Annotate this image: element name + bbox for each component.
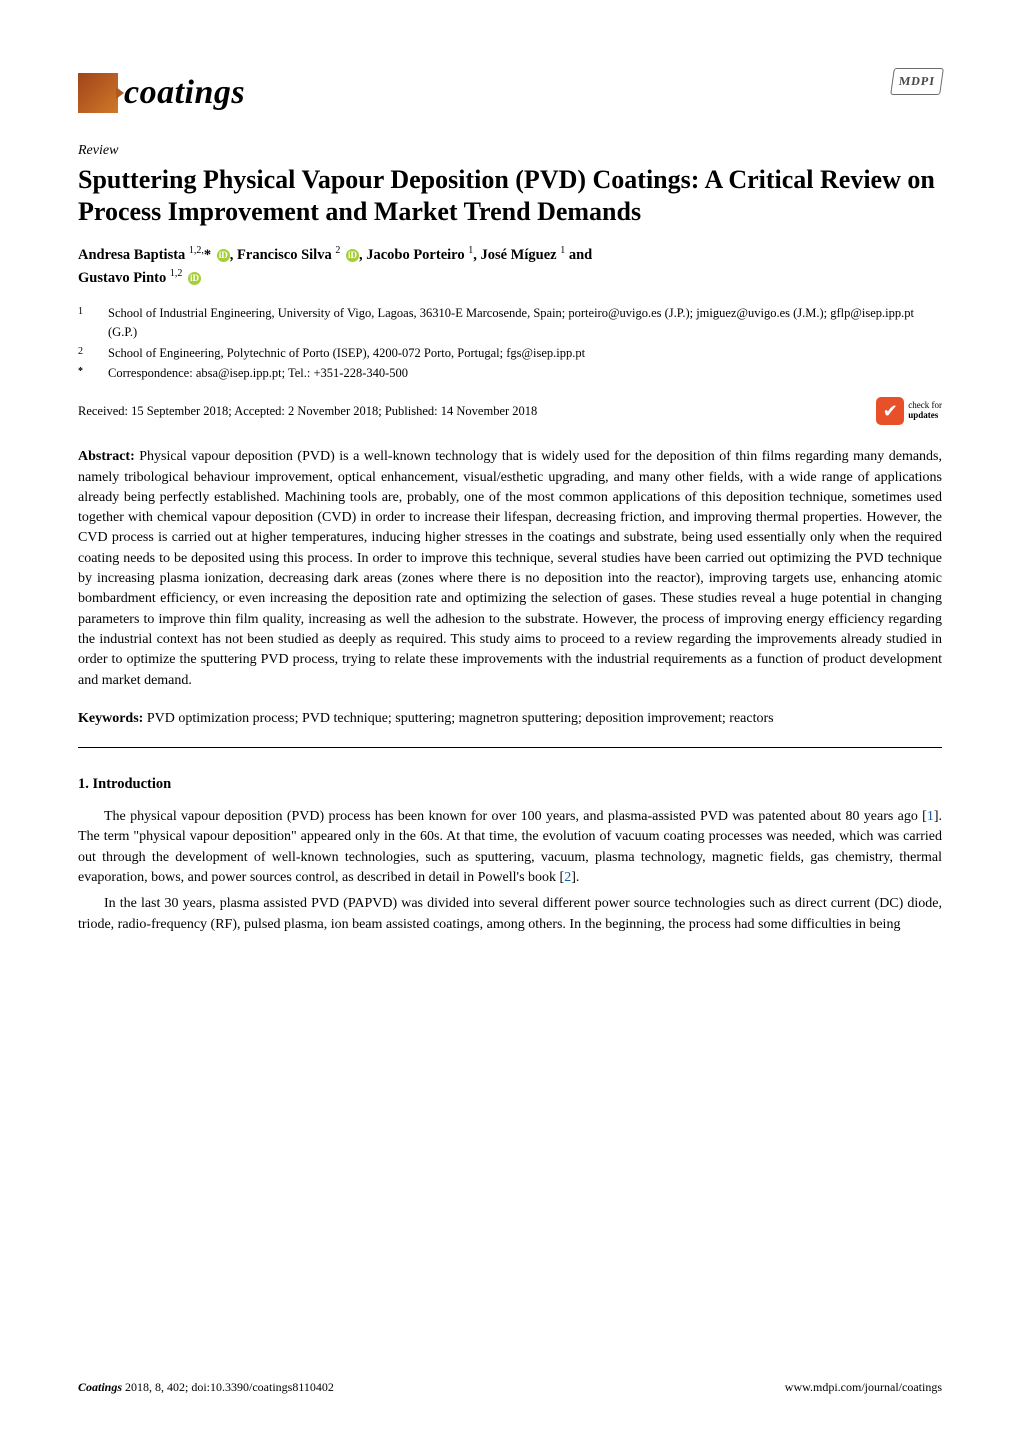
corresponding-star: * [204, 246, 211, 262]
author-affil-sup: 1,2, [189, 245, 204, 256]
affiliation-text: School of Engineering, Polytechnic of Po… [108, 344, 942, 363]
author-name: , José Míguez [473, 246, 556, 262]
author-name: , Francisco Silva [230, 246, 332, 262]
keywords-label: Keywords: [78, 711, 143, 726]
affiliation-row: 1 School of Industrial Engineering, Univ… [78, 304, 942, 343]
footer-url[interactable]: www.mdpi.com/journal/coatings [785, 1379, 942, 1396]
abstract-text: Physical vapour deposition (PVD) is a we… [78, 449, 942, 687]
check-updates-line: updates [908, 411, 942, 421]
orcid-icon[interactable]: iD [217, 249, 230, 262]
keywords-text: PVD optimization process; PVD technique;… [143, 711, 773, 726]
affiliation-row: 2 School of Engineering, Polytechnic of … [78, 344, 942, 363]
para-text: ]. [571, 870, 579, 885]
author-name: Gustavo Pinto [78, 270, 166, 286]
abstract-label: Abstract: [78, 449, 135, 464]
body-paragraph: In the last 30 years, plasma assisted PV… [78, 894, 942, 935]
mdpi-logo: MDPI [890, 68, 944, 95]
corresponding-marker: * [78, 364, 90, 383]
citation-link[interactable]: 1 [927, 809, 934, 824]
affiliation-number: 2 [78, 344, 90, 363]
affiliation-number: 1 [78, 304, 90, 343]
author-affil-sup: 1,2 [170, 268, 183, 279]
page-footer: Coatings 2018, 8, 402; doi:10.3390/coati… [78, 1379, 942, 1396]
footer-journal-name: Coatings [78, 1380, 122, 1394]
correspondence-text: Correspondence: absa@isep.ipp.pt; Tel.: … [108, 364, 942, 383]
check-updates-icon: ✔ [876, 397, 904, 425]
abstract-block: Abstract: Physical vapour deposition (PV… [78, 447, 942, 691]
journal-name: coatings [124, 68, 245, 117]
affiliations-block: 1 School of Industrial Engineering, Univ… [78, 304, 942, 384]
footer-vol-doi: 2018, 8, 402; doi:10.3390/coatings811040… [122, 1380, 334, 1394]
para-text: The physical vapour deposition (PVD) pro… [104, 809, 927, 824]
author-tail: and [565, 246, 592, 262]
affiliation-row: * Correspondence: absa@isep.ipp.pt; Tel.… [78, 364, 942, 383]
orcid-icon[interactable]: iD [188, 272, 201, 285]
author-name: Andresa Baptista [78, 246, 185, 262]
received-accepted-published: Received: 15 September 2018; Accepted: 2… [78, 402, 537, 420]
article-title: Sputtering Physical Vapour Deposition (P… [78, 164, 942, 229]
body-paragraph: The physical vapour deposition (PVD) pro… [78, 807, 942, 888]
author-affil-sup: 2 [335, 245, 340, 256]
affiliation-text: School of Industrial Engineering, Univer… [108, 304, 942, 343]
article-type: Review [78, 141, 942, 161]
authors-block: Andresa Baptista 1,2,* iD, Francisco Sil… [78, 243, 942, 290]
coatings-logo-icon [78, 73, 118, 113]
check-for-updates-button[interactable]: ✔ check for updates [876, 397, 942, 425]
section-divider [78, 747, 942, 748]
page-header: coatings MDPI [78, 68, 942, 117]
orcid-icon[interactable]: iD [346, 249, 359, 262]
journal-logo: coatings [78, 68, 245, 117]
footer-citation: Coatings 2018, 8, 402; doi:10.3390/coati… [78, 1379, 334, 1396]
keywords-block: Keywords: PVD optimization process; PVD … [78, 709, 942, 729]
author-name: , Jacobo Porteiro [359, 246, 465, 262]
check-updates-label: check for updates [908, 401, 942, 421]
dates-row: Received: 15 September 2018; Accepted: 2… [78, 397, 942, 425]
section-heading: 1. Introduction [78, 774, 942, 795]
